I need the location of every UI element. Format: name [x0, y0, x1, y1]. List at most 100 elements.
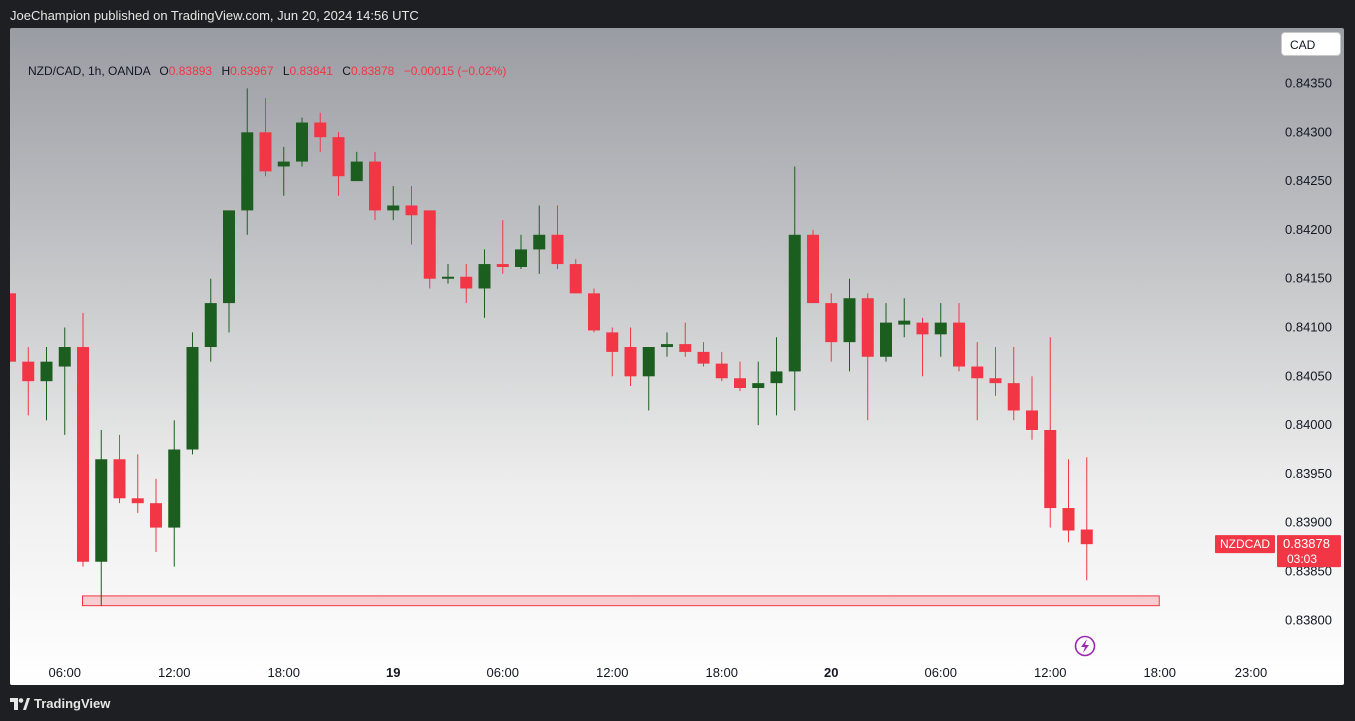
candle: [971, 342, 984, 421]
candle: [934, 303, 947, 357]
candle: [770, 337, 783, 416]
price-tick-label: 0.84300: [1285, 124, 1332, 139]
lightning-icon[interactable]: [1074, 635, 1096, 657]
candle-body: [496, 264, 509, 267]
candle: [1026, 376, 1038, 440]
candle: [1044, 337, 1057, 528]
candle-body: [1044, 429, 1057, 509]
candle-body: [989, 378, 1002, 384]
candle-body: [10, 293, 16, 362]
candle-body: [807, 234, 819, 304]
close-key: C: [342, 64, 351, 78]
time-tick-label: 23:00: [1235, 665, 1268, 680]
publisher-info: JoeChampion published on TradingView.com…: [10, 8, 419, 23]
close-value: 0.83878: [350, 64, 395, 78]
footer-bar: TradingView: [0, 686, 1355, 721]
candle-body: [113, 459, 126, 499]
time-tick-label: 12:00: [158, 665, 191, 680]
candle-body: [350, 161, 363, 182]
candle: [606, 327, 619, 377]
price-tick-label: 0.83950: [1285, 466, 1332, 481]
change-value: −0.00015 (−0.02%): [403, 64, 507, 78]
candle: [916, 317, 929, 377]
candle: [551, 205, 564, 269]
price-tag-countdown: 03:03: [1287, 552, 1317, 566]
candle: [1007, 347, 1020, 421]
candle-body: [898, 320, 911, 325]
price-tag-value: 0.83878: [1283, 536, 1330, 551]
candle: [442, 264, 454, 284]
candle: [241, 88, 254, 235]
candle: [223, 210, 235, 333]
candle-body: [204, 303, 217, 348]
tradingview-logo[interactable]: TradingView: [10, 696, 110, 711]
candle: [150, 478, 162, 552]
candle: [204, 278, 217, 362]
candle: [1062, 459, 1075, 543]
candlestick-chart[interactable]: 0.84350 0.84300 0.84250 0.84200 0.84150 0.841…: [10, 28, 1344, 685]
candle-body: [971, 366, 984, 379]
candle-body: [734, 378, 746, 389]
candle: [624, 327, 637, 387]
candle-body: [150, 503, 162, 528]
open-key: O: [159, 64, 169, 78]
candle-body: [369, 161, 381, 211]
candle: [113, 434, 126, 504]
price-tick-label: 0.84100: [1285, 320, 1332, 335]
price-tick-label: 0.84350: [1285, 76, 1332, 91]
candle: [752, 361, 765, 426]
candle: [807, 229, 819, 304]
candle: [40, 347, 53, 421]
candle: [843, 278, 856, 372]
candle-body: [788, 234, 801, 372]
candle-body: [387, 205, 400, 211]
support-zone-rect: [82, 595, 1160, 607]
candle: [314, 112, 327, 152]
price-tick-label: 0.83800: [1285, 612, 1332, 627]
candle: [296, 117, 308, 167]
candle-body: [679, 344, 692, 352]
currency-button[interactable]: CAD: [1281, 32, 1341, 56]
candle: [350, 151, 363, 182]
candle-body: [533, 234, 546, 250]
candle-body: [332, 137, 345, 177]
candle: [515, 234, 527, 269]
candle-body: [1007, 383, 1020, 411]
candle-body: [1080, 529, 1093, 545]
symbol-label[interactable]: NZD/CAD, 1h, OANDA: [28, 64, 151, 78]
candle: [369, 151, 381, 221]
candle-body: [934, 322, 947, 335]
candle: [697, 342, 710, 367]
candle: [168, 420, 181, 567]
candle: [661, 332, 673, 357]
candle-body: [1026, 410, 1038, 430]
candle-body: [77, 347, 89, 562]
tradingview-icon: [10, 697, 30, 710]
candle-body: [1062, 508, 1075, 531]
candle: [423, 210, 436, 289]
candle-body: [40, 361, 53, 382]
candle-body: [241, 132, 254, 211]
low-value: 0.83841: [289, 64, 333, 78]
candle: [989, 347, 1002, 396]
candle-body: [277, 161, 290, 167]
candle: [277, 146, 290, 196]
candle-body: [588, 293, 600, 331]
chart-frame[interactable]: 0.84350 0.84300 0.84250 0.84200 0.84150 0.841…: [10, 28, 1344, 685]
candle-body: [423, 210, 436, 279]
candle-body: [916, 322, 929, 335]
low-key: L: [282, 64, 290, 78]
candle: [58, 327, 71, 435]
candle: [953, 303, 965, 372]
candle: [679, 322, 692, 357]
time-tick-label: 18:00: [267, 665, 300, 680]
high-key: H: [221, 64, 231, 78]
candle: [880, 303, 892, 362]
time-tick-label: 20: [824, 665, 838, 680]
open-value: 0.83893: [168, 64, 213, 78]
time-tick-label: 12:00: [596, 665, 629, 680]
candle: [898, 298, 911, 338]
price-tick-label: 0.84150: [1285, 271, 1332, 286]
candle-body: [259, 132, 272, 172]
price-tick-label: 0.84250: [1285, 173, 1332, 188]
